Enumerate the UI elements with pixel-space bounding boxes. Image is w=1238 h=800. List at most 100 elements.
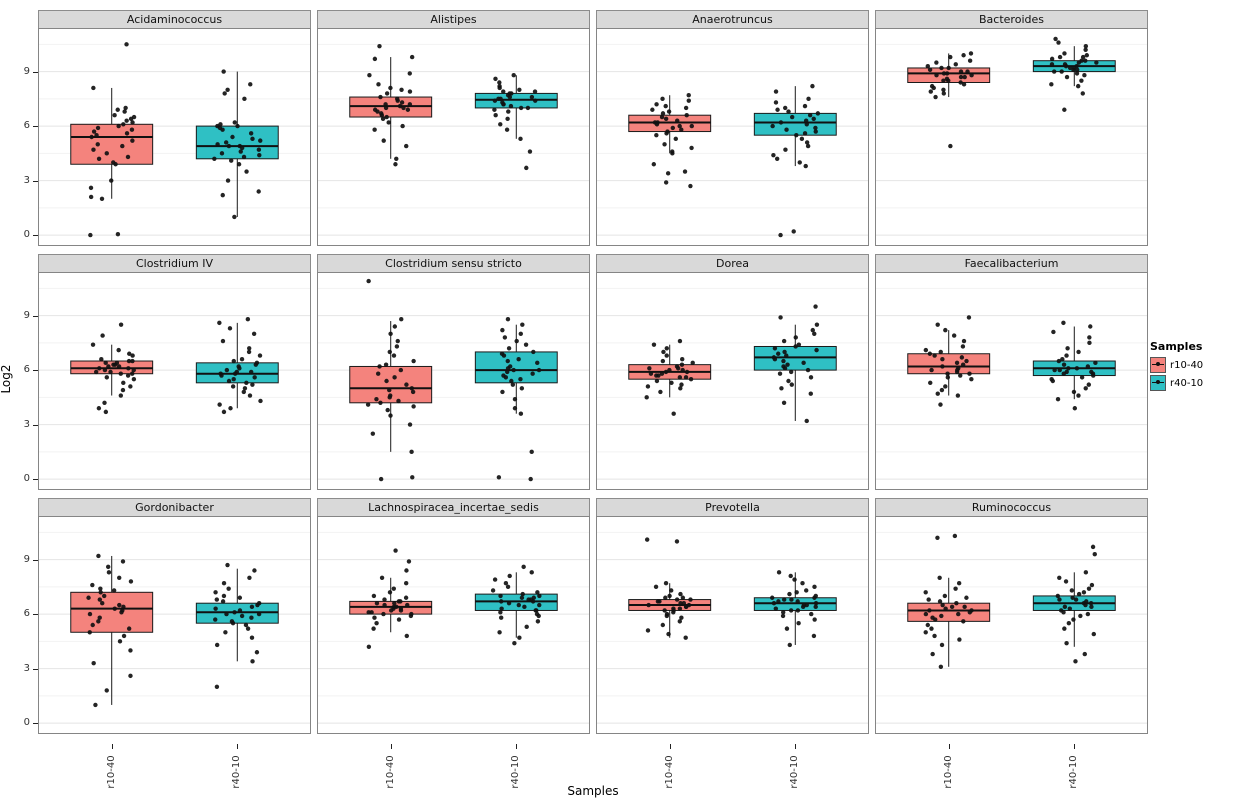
jitter-point	[1049, 82, 1054, 87]
jitter-point	[501, 102, 506, 107]
jitter-point	[217, 320, 222, 326]
jitter-point	[966, 315, 972, 320]
jitter-point	[1073, 597, 1079, 602]
jitter-point	[688, 183, 693, 189]
jitter-point	[659, 371, 665, 376]
jitter-point	[404, 633, 410, 639]
jitter-point	[1057, 367, 1062, 373]
jitter-point	[671, 411, 676, 416]
jitter-point	[1072, 406, 1078, 411]
jitter-point	[791, 229, 796, 234]
y-tick-mark	[33, 71, 38, 73]
jitter-point	[212, 156, 217, 161]
jitter-point	[388, 413, 393, 418]
jitter-point	[663, 595, 668, 600]
jitter-point	[493, 113, 498, 118]
jitter-point	[679, 362, 685, 367]
jitter-point	[226, 143, 232, 149]
jitter-point	[940, 602, 945, 608]
jitter-point	[504, 127, 510, 132]
x-tick-mark	[669, 744, 671, 749]
jitter-point	[654, 132, 659, 138]
jitter-point	[248, 82, 253, 87]
legend-key-r10-40-icon	[1150, 357, 1166, 373]
jitter-point	[666, 631, 671, 637]
jitter-point	[1071, 67, 1076, 72]
jitter-point	[128, 648, 133, 653]
jitter-point	[933, 617, 938, 622]
jitter-point	[956, 581, 962, 586]
jitter-point	[104, 375, 110, 380]
x-axis-column: r10-40 r40-10	[317, 744, 590, 796]
jitter-point	[396, 617, 402, 622]
jitter-point	[118, 393, 124, 398]
jitter-point	[407, 89, 413, 94]
jitter-point	[788, 608, 794, 613]
y-tick-label: 3	[23, 662, 30, 674]
jitter-point	[1061, 610, 1066, 615]
jitter-point	[938, 402, 943, 407]
jitter-point	[1086, 382, 1092, 387]
jitter-point	[1051, 329, 1056, 335]
facet-title: Lachnospiracea_incertae_sedis	[317, 498, 590, 516]
jitter-point	[503, 375, 509, 380]
jitter-point	[90, 342, 96, 347]
jitter-point	[393, 548, 398, 553]
jitter-point	[927, 608, 932, 613]
jitter-point	[514, 338, 519, 344]
jitter-point	[1053, 36, 1058, 42]
facet-Anaerotruncus: Anaerotruncus	[596, 10, 869, 246]
legend-key-point-icon	[1156, 380, 1160, 384]
legend-key-point-icon	[1156, 362, 1160, 366]
jitter-point	[498, 593, 503, 599]
jitter-point	[126, 358, 132, 364]
jitter-point	[396, 599, 402, 604]
jitter-point	[388, 85, 393, 91]
jitter-point	[128, 579, 134, 584]
jitter-point	[654, 102, 659, 107]
jitter-point	[99, 357, 104, 362]
jitter-point	[377, 43, 382, 49]
jitter-point	[120, 559, 126, 564]
jitter-point	[536, 613, 541, 619]
jitter-point	[929, 626, 934, 631]
jitter-point	[1084, 53, 1090, 58]
jitter-point	[225, 178, 231, 183]
panel-background	[875, 516, 1148, 734]
jitter-point	[394, 156, 399, 161]
jitter-point	[788, 369, 794, 375]
jitter-point	[802, 103, 808, 109]
jitter-point	[1057, 54, 1063, 60]
y-tick-label: 9	[23, 65, 30, 77]
jitter-point	[130, 353, 135, 358]
y-axis-tick-labels: 0 3 6 9	[0, 498, 38, 734]
jitter-point	[119, 610, 124, 615]
y-tick-label: 3	[23, 174, 30, 186]
jitter-point	[221, 593, 227, 599]
jitter-point	[1064, 353, 1069, 358]
jitter-point	[531, 349, 536, 355]
jitter-point	[384, 378, 389, 384]
jitter-point	[105, 564, 111, 570]
jitter-point	[492, 98, 498, 103]
jitter-point	[242, 386, 248, 391]
jitter-point	[237, 608, 243, 613]
jitter-point	[230, 384, 236, 389]
jitter-point	[1064, 640, 1069, 646]
jitter-point	[941, 78, 946, 83]
jitter-point	[505, 317, 511, 322]
jitter-point	[1071, 617, 1076, 622]
facet-panel	[317, 516, 590, 734]
jitter-point	[771, 601, 777, 606]
y-tick-label: 6	[23, 120, 30, 132]
jitter-point	[678, 591, 683, 597]
jitter-point	[120, 387, 126, 393]
jitter-point	[783, 105, 788, 111]
jitter-point	[498, 610, 503, 615]
jitter-point	[808, 391, 813, 396]
y-tick-mark	[33, 180, 38, 182]
jitter-point	[221, 581, 227, 586]
jitter-point	[397, 103, 403, 109]
box-r40-10	[474, 351, 558, 384]
facet-Dorea: Dorea	[596, 254, 869, 490]
